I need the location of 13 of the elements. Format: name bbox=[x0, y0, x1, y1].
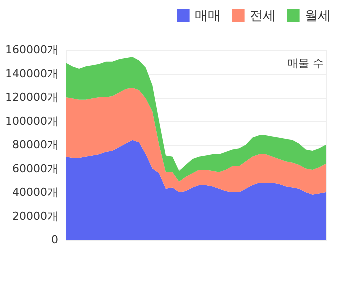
y-tick-label: 120000개 bbox=[6, 91, 58, 104]
y-tick-label: 60000개 bbox=[12, 162, 58, 176]
y-tick-label: 40000개 bbox=[12, 186, 58, 199]
y-tick-label: 0 bbox=[52, 234, 58, 246]
legend-label: 월세 bbox=[305, 8, 331, 24]
y-tick-label: 20000개 bbox=[12, 210, 58, 223]
annotation: 매물 수 bbox=[288, 57, 324, 70]
y-tick-label: 100000개 bbox=[6, 114, 58, 128]
legend-label: 매매 bbox=[195, 8, 221, 24]
y-tick-label: 140000개 bbox=[6, 67, 58, 80]
y-tick-label: 160000개 bbox=[6, 44, 58, 56]
legend-label: 전세 bbox=[250, 8, 276, 24]
y-tick-label: 80000개 bbox=[12, 138, 58, 152]
